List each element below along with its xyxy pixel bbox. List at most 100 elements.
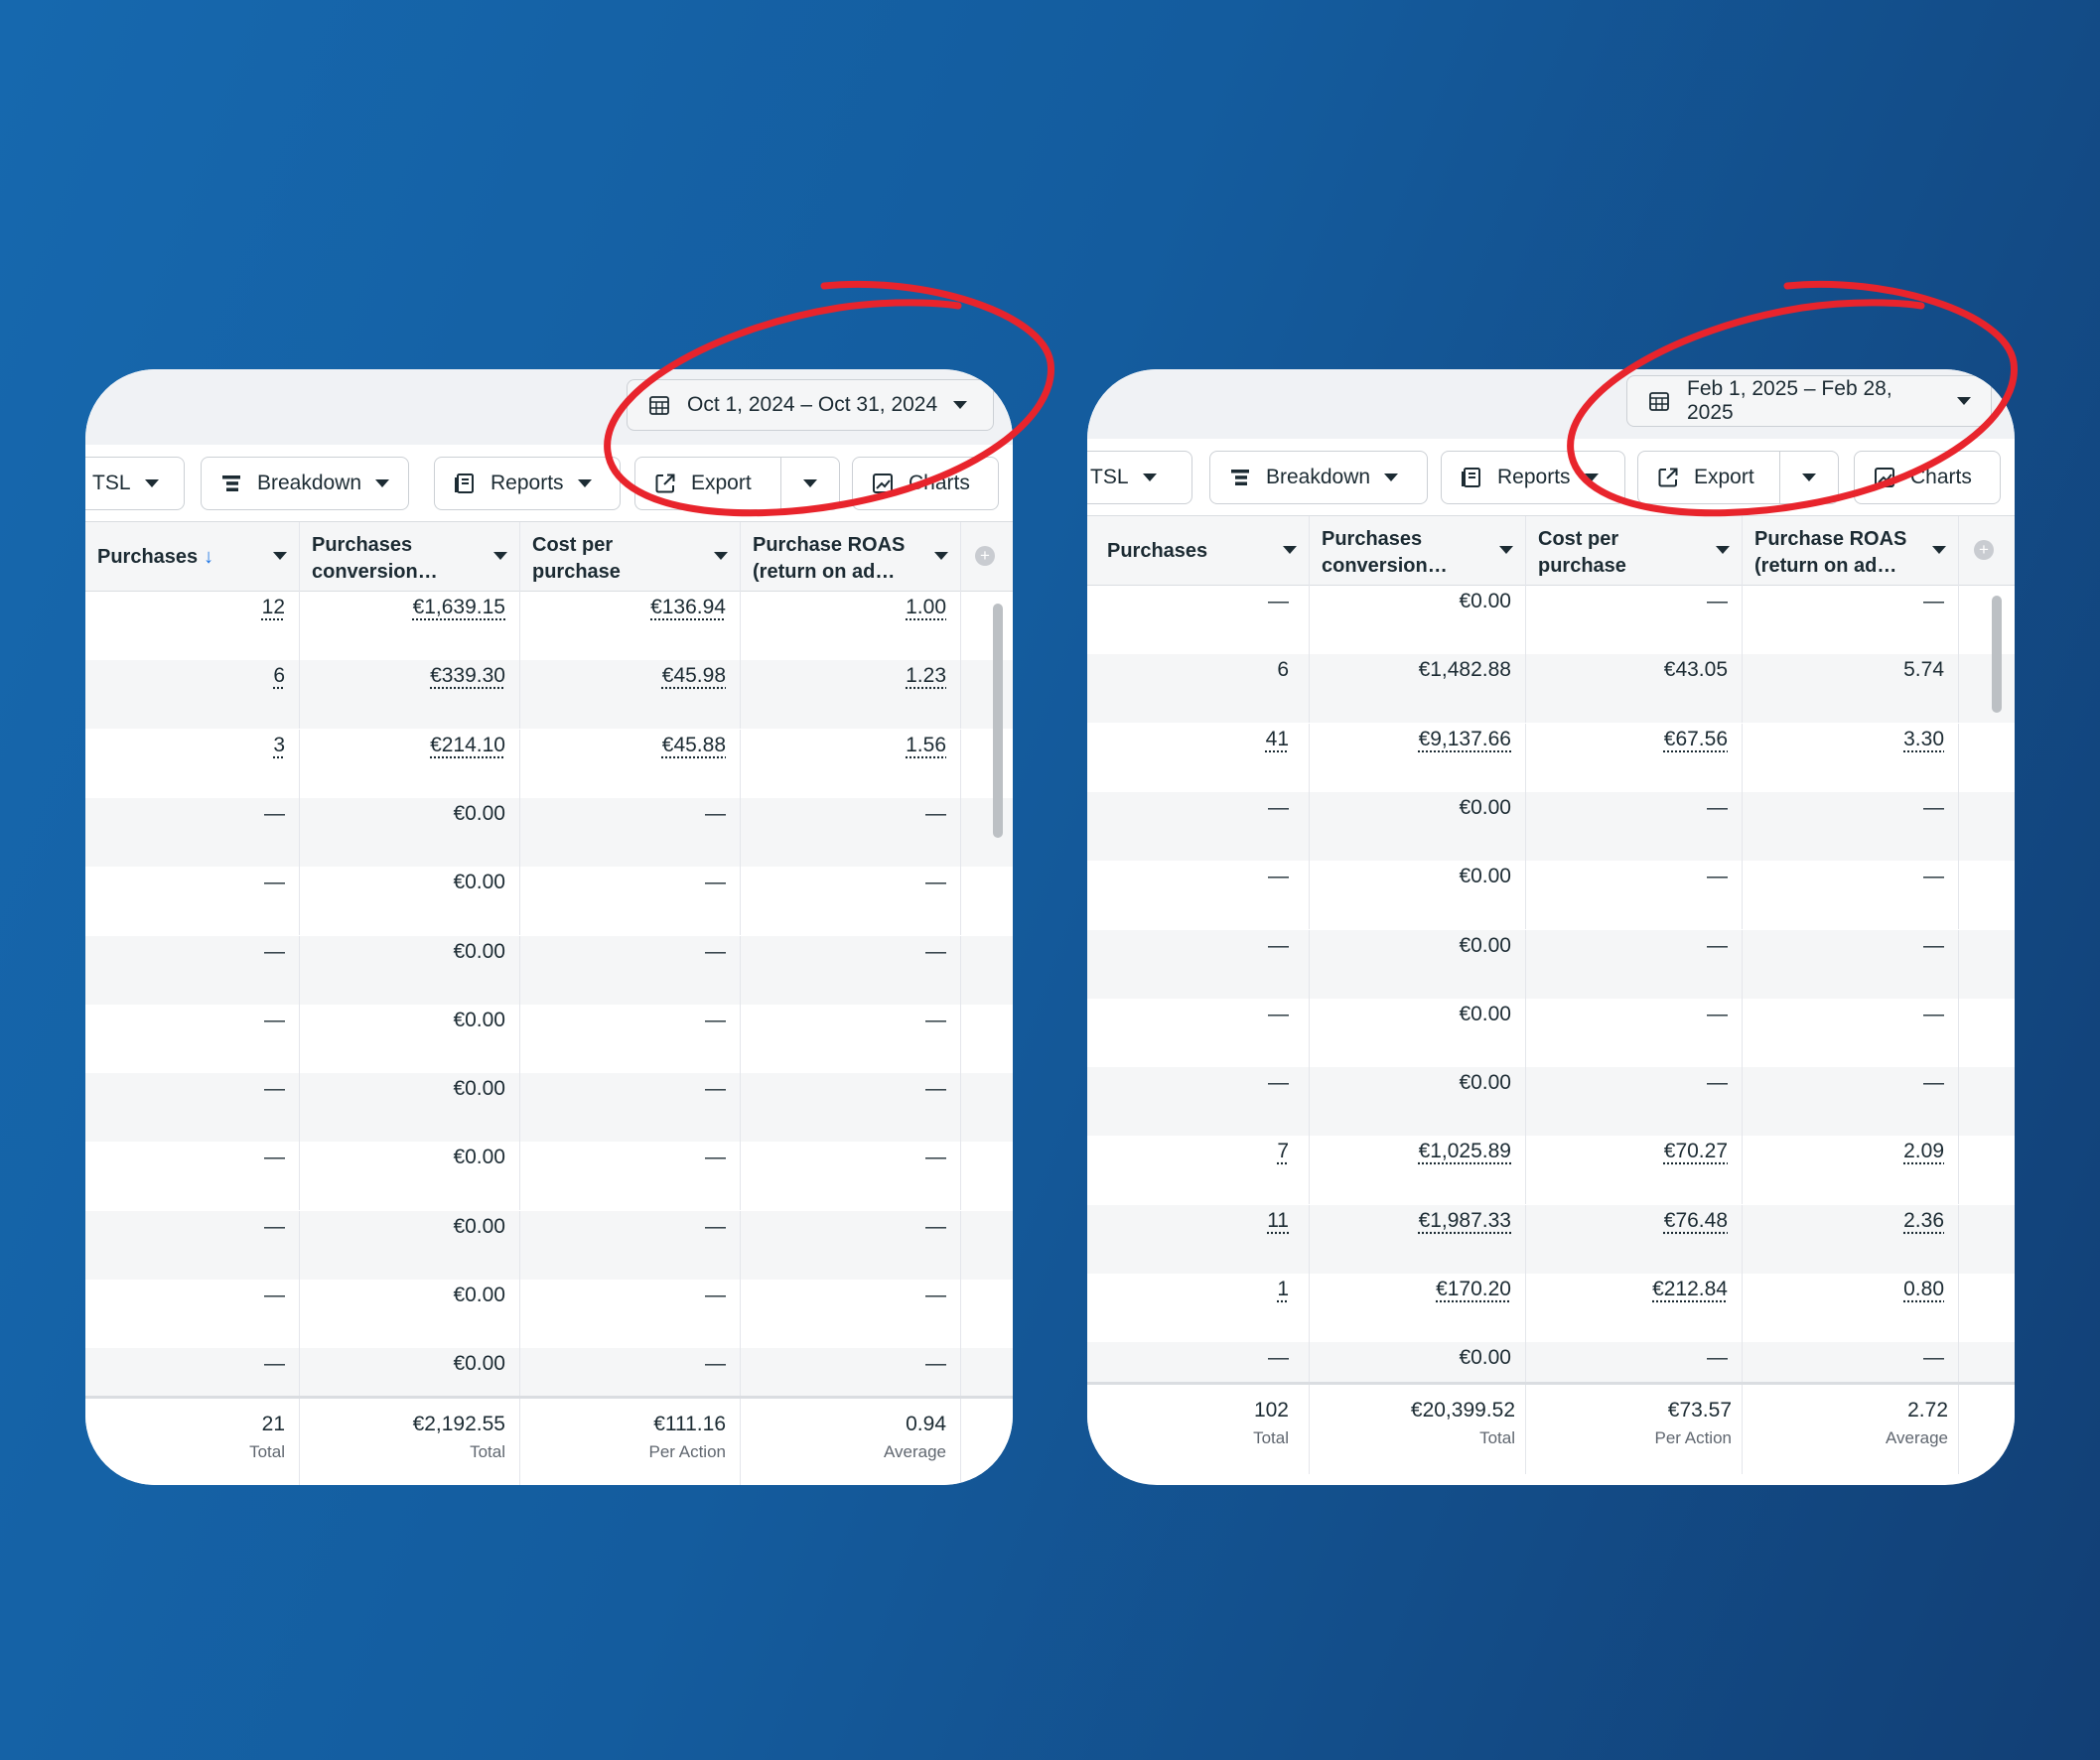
cell-cost-per-purchase: — bbox=[520, 1211, 741, 1280]
breakdown-button[interactable]: Breakdown bbox=[1209, 451, 1428, 504]
cell-cost-per-purchase: €136.94 bbox=[520, 592, 741, 660]
vertical-scrollbar[interactable] bbox=[993, 604, 1003, 838]
audience-label: TSL bbox=[92, 472, 131, 494]
vertical-scrollbar[interactable] bbox=[1992, 596, 2002, 713]
cell-purchase-roas: 5.74 bbox=[1743, 654, 1959, 723]
cell-purchase-roas: 1.23 bbox=[741, 660, 961, 729]
charts-label: Charts bbox=[1910, 466, 1972, 488]
date-range-picker[interactable]: Feb 1, 2025 – Feb 28, 2025 bbox=[1626, 375, 1992, 427]
cell-value[interactable]: €70.27 bbox=[1663, 1140, 1728, 1162]
total-value: 0.94 bbox=[906, 1413, 946, 1435]
cell-value[interactable]: 12 bbox=[261, 596, 285, 618]
date-range-picker[interactable]: Oct 1, 2024 – Oct 31, 2024 bbox=[627, 379, 994, 431]
column-header-purchases[interactable]: Purchases bbox=[1087, 516, 1310, 586]
cell-value: — bbox=[1268, 796, 1289, 819]
cell-value[interactable]: €76.48 bbox=[1663, 1209, 1728, 1232]
cell-value[interactable]: €1,639.15 bbox=[412, 596, 505, 618]
cell-value: €0.00 bbox=[1459, 1071, 1511, 1094]
cell-value: €43.05 bbox=[1663, 658, 1728, 681]
cell-value[interactable]: 11 bbox=[1267, 1209, 1289, 1232]
column-header-purchase-roas[interactable]: Purchase ROAS (return on ad… bbox=[1743, 516, 1959, 586]
cell-purchases-conversion: €0.00 bbox=[300, 1348, 520, 1417]
column-header-purchases-conversion[interactable]: Purchases conversion… bbox=[1310, 516, 1526, 586]
cell-purchases: 6 bbox=[85, 660, 300, 729]
export-options-button[interactable] bbox=[1779, 451, 1839, 504]
table-row: 11 €1,987.33 €76.48 2.36 bbox=[1087, 1205, 2015, 1274]
export-button[interactable]: Export bbox=[1637, 451, 1780, 504]
cell-value[interactable]: 1 bbox=[1277, 1278, 1289, 1300]
cell-value[interactable]: 1.56 bbox=[906, 734, 946, 756]
cell-value: — bbox=[925, 1215, 946, 1238]
calendar-icon bbox=[649, 396, 669, 415]
reports-icon bbox=[1462, 468, 1480, 487]
add-column-icon[interactable]: + bbox=[1974, 540, 1994, 560]
cell-value: €0.00 bbox=[453, 802, 505, 825]
cell-value[interactable]: €45.98 bbox=[661, 664, 726, 687]
cell-cost-per-purchase: — bbox=[1526, 792, 1743, 861]
chevron-down-icon[interactable] bbox=[1499, 546, 1513, 554]
cell-value: — bbox=[705, 1009, 726, 1031]
chevron-down-icon[interactable] bbox=[1716, 546, 1730, 554]
charts-button[interactable]: Charts bbox=[852, 457, 999, 510]
chevron-down-icon[interactable] bbox=[714, 552, 728, 560]
cell-purchase-roas: 0.80 bbox=[1743, 1274, 1959, 1342]
cell-value[interactable]: 0.80 bbox=[1903, 1278, 1944, 1300]
cell-value[interactable]: €214.10 bbox=[430, 734, 505, 756]
chevron-down-icon[interactable] bbox=[934, 552, 948, 560]
cell-value[interactable]: 1.23 bbox=[906, 664, 946, 687]
chevron-down-icon[interactable] bbox=[493, 552, 507, 560]
total-roas: 0.94 Average bbox=[741, 1399, 961, 1485]
cell-value[interactable]: €9,137.66 bbox=[1418, 728, 1511, 750]
chevron-down-icon[interactable] bbox=[1283, 546, 1297, 554]
breakdown-button[interactable]: Breakdown bbox=[201, 457, 409, 510]
chevron-down-icon[interactable] bbox=[1932, 546, 1946, 554]
chevron-down-icon bbox=[375, 479, 390, 487]
chevron-down-icon[interactable] bbox=[273, 552, 287, 560]
cell-value[interactable]: 41 bbox=[1265, 728, 1289, 750]
audience-dropdown[interactable]: TSL bbox=[1087, 451, 1192, 504]
column-header-cost-per-purchase[interactable]: Cost per purchase bbox=[1526, 516, 1743, 586]
cell-value: — bbox=[925, 1284, 946, 1306]
cell-value[interactable]: 2.09 bbox=[1903, 1140, 1944, 1162]
cell-purchases: — bbox=[1087, 792, 1310, 861]
cell-value[interactable]: €67.56 bbox=[1663, 728, 1728, 750]
cell-value[interactable]: €1,025.89 bbox=[1418, 1140, 1511, 1162]
column-header-purchases-conversion[interactable]: Purchases conversion… bbox=[300, 522, 520, 592]
cell-value[interactable]: €136.94 bbox=[650, 596, 726, 618]
charts-button[interactable]: Charts bbox=[1854, 451, 2001, 504]
cell-purchases-conversion: €0.00 bbox=[300, 1211, 520, 1280]
total-value: €73.57 bbox=[1667, 1399, 1732, 1422]
reports-button[interactable]: Reports bbox=[434, 457, 621, 510]
cell-value[interactable]: 3.30 bbox=[1903, 728, 1944, 750]
column-title-line: conversion… bbox=[1322, 555, 1448, 577]
column-header-cost-per-purchase[interactable]: Cost per purchase bbox=[520, 522, 741, 592]
cell-value[interactable]: €212.84 bbox=[1652, 1278, 1728, 1300]
reports-button[interactable]: Reports bbox=[1441, 451, 1625, 504]
total-value: 2.72 bbox=[1907, 1399, 1948, 1422]
export-button[interactable]: Export bbox=[634, 457, 781, 510]
table-row: 6 €339.30 €45.98 1.23 bbox=[85, 660, 1013, 729]
total-value: 21 bbox=[261, 1413, 285, 1435]
cell-value[interactable]: 3 bbox=[273, 734, 285, 756]
cell-value: — bbox=[1707, 934, 1728, 957]
cell-purchases-conversion: €0.00 bbox=[300, 1280, 520, 1348]
total-value: €2,192.55 bbox=[412, 1413, 505, 1435]
export-options-button[interactable] bbox=[780, 457, 840, 510]
audience-dropdown[interactable]: TSL bbox=[85, 457, 185, 510]
cell-value[interactable]: €339.30 bbox=[430, 664, 505, 687]
cell-value[interactable]: €170.20 bbox=[1436, 1278, 1511, 1300]
cell-purchases-conversion: €339.30 bbox=[300, 660, 520, 729]
column-header-purchase-roas[interactable]: Purchase ROAS (return on ad… bbox=[741, 522, 961, 592]
cell-purchases: 3 bbox=[85, 730, 300, 798]
column-header-purchases[interactable]: Purchases ↓ bbox=[85, 522, 300, 592]
cell-value[interactable]: 2.36 bbox=[1903, 1209, 1944, 1232]
cell-value[interactable]: €1,987.33 bbox=[1418, 1209, 1511, 1232]
cell-value[interactable]: 7 bbox=[1277, 1140, 1289, 1162]
cell-value: — bbox=[1268, 1003, 1289, 1025]
cell-value[interactable]: €45.88 bbox=[661, 734, 726, 756]
cell-value[interactable]: 6 bbox=[273, 664, 285, 687]
add-column-icon[interactable]: + bbox=[975, 546, 995, 566]
cell-value: 6 bbox=[1277, 658, 1289, 681]
chevron-down-icon bbox=[1802, 474, 1816, 481]
cell-value[interactable]: 1.00 bbox=[906, 596, 946, 618]
